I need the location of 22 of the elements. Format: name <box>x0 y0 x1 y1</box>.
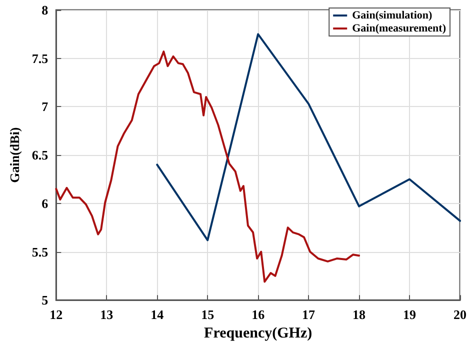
line-series <box>156 33 461 242</box>
x-tick-label: 19 <box>403 307 417 322</box>
x-tick-label: 13 <box>100 307 114 322</box>
x-axis-title: Frequency(GHz) <box>204 326 312 342</box>
x-tick-label: 12 <box>50 307 63 322</box>
x-tick-label: 20 <box>454 307 466 322</box>
x-tick-label: 14 <box>150 307 164 322</box>
x-tick-label: 17 <box>302 307 316 322</box>
line-series <box>55 50 360 283</box>
legend-label: Gain(simulation) <box>352 10 433 22</box>
y-tick-label: 7 <box>42 99 49 114</box>
y-axis-title: Gain(dBi) <box>7 127 22 183</box>
x-tick-label: 15 <box>201 307 215 322</box>
x-tick-label: 18 <box>352 307 366 322</box>
y-tick-label: 8 <box>42 2 49 18</box>
x-tick-label: 16 <box>252 307 266 322</box>
legend-label: Gain(measurement) <box>352 22 446 34</box>
y-tick-label: 7.5 <box>32 50 49 66</box>
y-tick-label: 5 <box>42 292 49 308</box>
y-tick-label: 6 <box>42 196 49 211</box>
y-tick-label: 6.5 <box>32 148 49 163</box>
y-tick-label: 5.5 <box>32 244 49 260</box>
